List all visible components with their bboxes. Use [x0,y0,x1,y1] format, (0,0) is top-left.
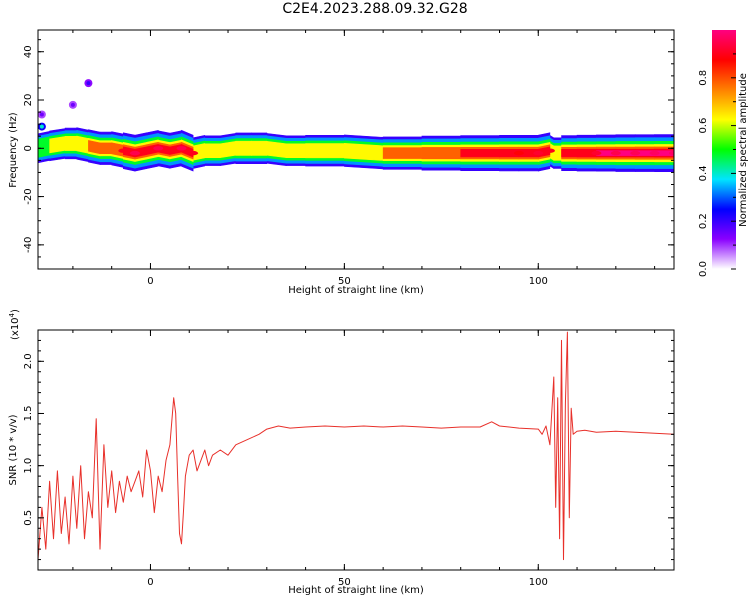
snr-ylabel: SNR (10 * v/v) [8,414,19,485]
heatmap-band [266,140,287,159]
heatmap-peak [572,150,583,156]
heatmap-band [235,140,252,156]
x-tick-label: 100 [529,276,548,287]
x-tick-label: 100 [529,577,548,588]
snr-yscale-label: (x104) [8,309,21,340]
spectrogram-ylabel: Frequency (Hz) [8,112,19,188]
y-tick-label: 0.5 [23,510,34,526]
heatmap-peak [188,150,199,156]
x-tick-label: 50 [338,276,351,287]
y-tick-label: 40 [23,45,34,58]
heatmap-blob-core [86,81,91,86]
y-tick-label: 20 [23,94,34,107]
heatmap-band [382,147,423,159]
y-tick-label: 0 [23,145,34,151]
heatmap-band [460,149,500,158]
heatmap-band [99,142,112,155]
y-tick-label: 1.5 [23,406,34,422]
colorbar-tick-label: 0.2 [698,213,709,229]
x-tick-label: 50 [338,577,351,588]
heatmap-band [88,140,101,155]
snr-series-line [38,331,674,561]
colorbar-bar [712,30,736,269]
spectrogram-heat-layer [38,79,674,172]
snr-panel: 0 50 100 0.5 1.0 1.5 2.0 Height of straight li… [8,309,675,596]
heatmap-blob-core [39,124,44,129]
snr-yscale-exp: 4 [8,312,16,317]
heatmap-peak [141,148,152,153]
heatmap-peak [153,146,164,151]
spectrogram-ticks: 0 50 100 -40 -20 0 20 40 [23,30,674,287]
heatmap-peak [533,150,544,156]
y-tick-label: 1.0 [23,458,34,474]
heatmap-peak [591,150,602,156]
heatmap-peak [544,148,555,153]
y-tick-label: -20 [23,188,34,204]
heatmap-peak [129,150,140,156]
heatmap-peak [610,150,621,156]
heatmap-band [344,143,384,161]
colorbar: 0.0 0.2 0.4 0.6 0.8 Normalized spectral ampl… [698,30,749,277]
y-tick-label: 2.0 [23,353,34,369]
snr-xlabel: Height of straight line (km) [288,585,424,596]
heatmap-peak [649,150,660,156]
heatmap-band [305,143,345,159]
heatmap-peak [494,150,505,156]
colorbar-tick-label: 0.0 [698,261,709,277]
heatmap-band [421,147,462,160]
heatmap-band [219,140,237,159]
heatmap-band [204,143,221,158]
spectrogram-frame [37,29,675,270]
heatmap-band [38,136,50,158]
spectrogram-panel: 0 50 100 -40 -20 0 20 40 Height of straight lin… [8,29,675,296]
heatmap-band [285,143,306,158]
heatmap-band [64,135,78,151]
heatmap-band [76,135,89,154]
snr-yscale-base: (x10 [10,317,21,340]
heatmap-peak [669,150,674,156]
colorbar-ticks: 0.0 0.2 0.4 0.6 0.8 [698,53,736,277]
heatmap-band [250,140,268,156]
x-tick-label: 0 [147,276,153,287]
heatmap-band [49,136,66,154]
snr-frame [37,329,675,571]
colorbar-tick-label: 0.8 [698,70,709,86]
heatmap-peak [176,146,187,151]
spectrogram-xlabel: Height of straight line (km) [288,285,424,296]
figure-title: C2E4.2023.288.09.32.G28 [282,1,468,17]
colorbar-tick-label: 0.4 [698,165,709,181]
colorbar-tick-label: 0.6 [698,118,709,134]
heatmap-blob-core [70,102,75,107]
x-tick-label: 0 [147,577,153,588]
heatmap-blob-core [39,112,44,117]
snr-ticks: 0 50 100 0.5 1.0 1.5 2.0 [23,329,674,588]
heatmap-peak [630,150,641,156]
heatmap-band [553,145,562,161]
snr-plot-area [38,330,674,570]
heatmap-peak [513,150,524,156]
y-tick-label: -40 [23,237,34,253]
colorbar-label: Normalized spectral amplitude [738,73,749,227]
heatmap-peak [118,148,129,153]
